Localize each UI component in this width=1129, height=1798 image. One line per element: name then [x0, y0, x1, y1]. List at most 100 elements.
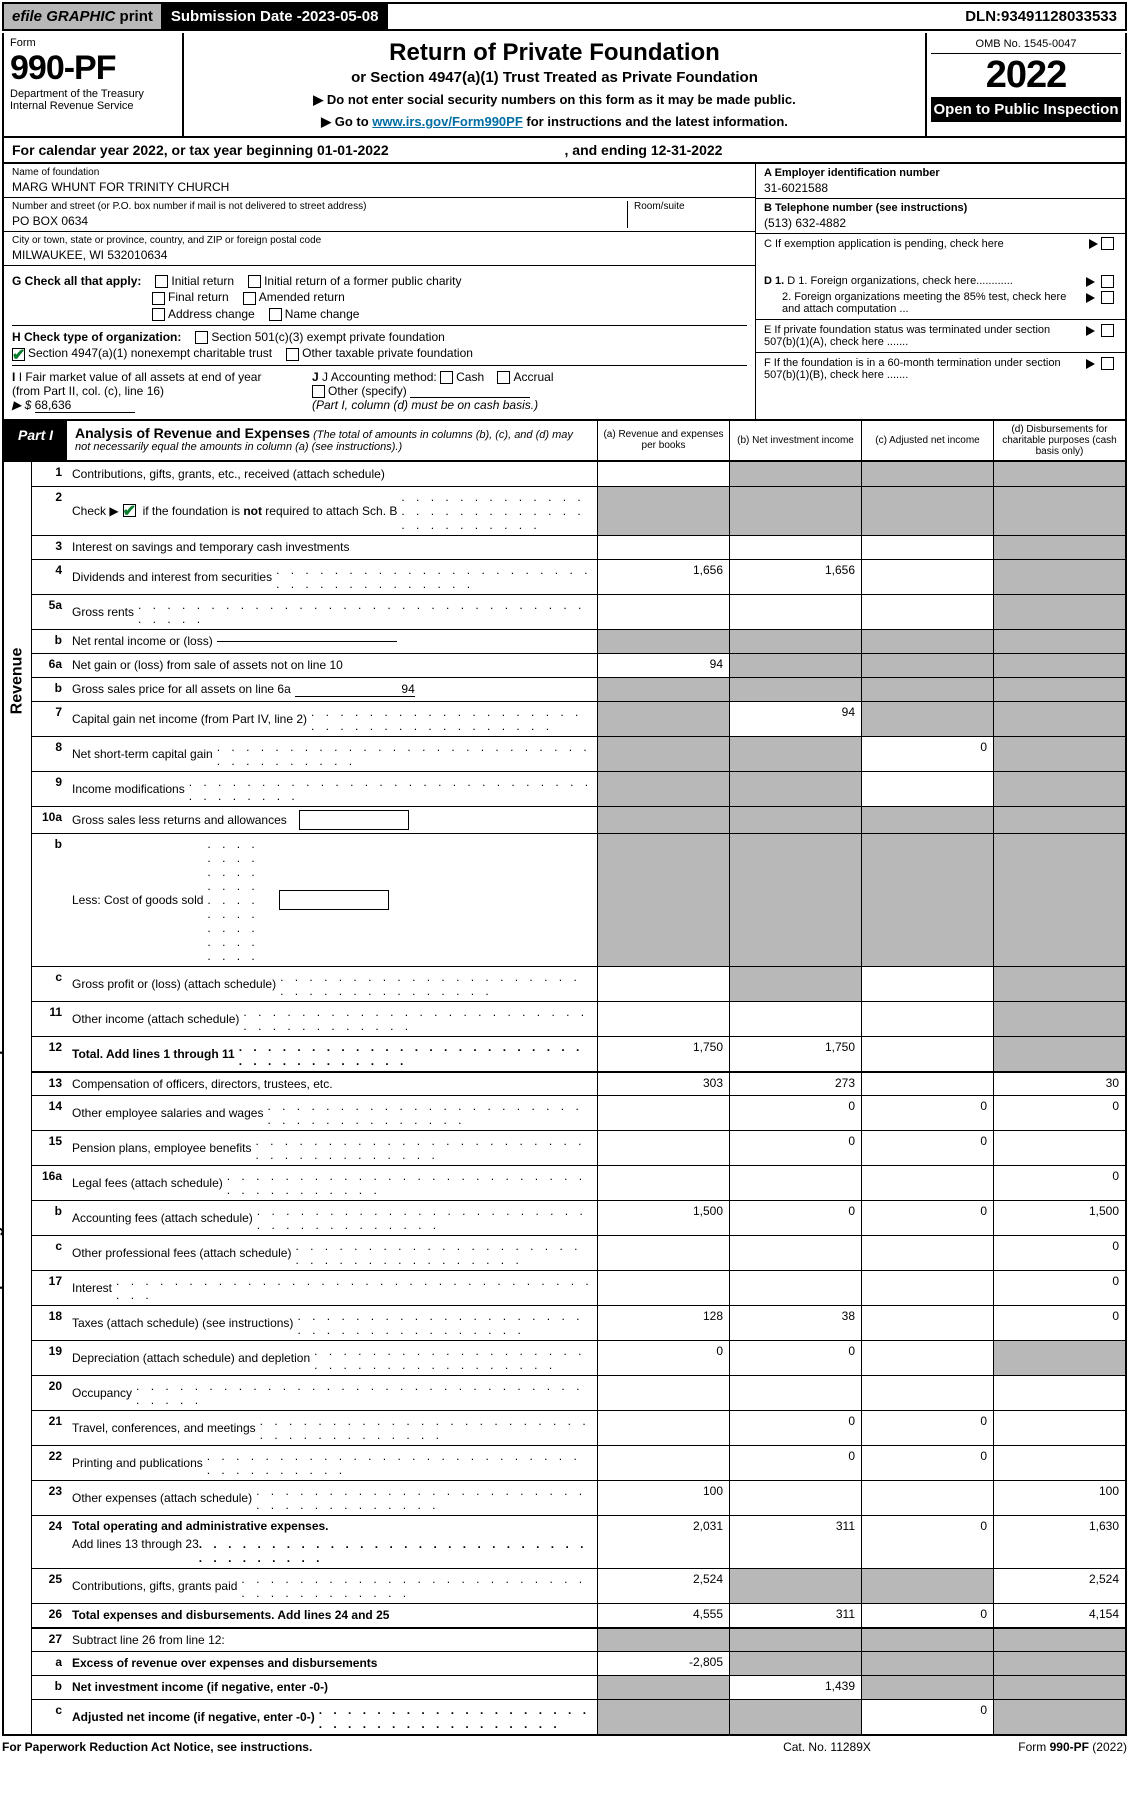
dln-value: 93491128033533 — [1001, 8, 1117, 25]
submission-date: 2023-05-08 — [302, 8, 379, 25]
g-initial-return-cb[interactable] — [155, 275, 168, 288]
r15-desc: Pension plans, employee benefits — [72, 1141, 251, 1155]
header-left: Form 990-PF Department of the Treasury I… — [4, 33, 184, 136]
r15-b: 0 — [729, 1131, 861, 1165]
r6b-desc: Gross sales price for all assets on line… — [72, 682, 291, 696]
r10a-desc: Gross sales less returns and allowances — [72, 813, 287, 827]
j-accrual: Accrual — [513, 370, 553, 384]
f-text: F If the foundation is in a 60-month ter… — [764, 357, 1077, 381]
submission-date-badge: Submission Date - 2023-05-08 — [163, 4, 389, 29]
check-left: G Check all that apply: Initial return I… — [4, 266, 755, 419]
r22-desc: Printing and publications — [72, 1456, 203, 1470]
h-other-cb[interactable] — [286, 348, 299, 361]
j-cash-cb[interactable] — [440, 371, 453, 384]
r18-d: 0 — [993, 1306, 1125, 1340]
row-6a: 6aNet gain or (loss) from sale of assets… — [32, 653, 1125, 677]
form-label: Form — [10, 37, 176, 49]
form-title: Return of Private Foundation — [194, 39, 915, 67]
r1-desc: Contributions, gifts, grants, etc., rece… — [68, 462, 597, 486]
r18-b: 38 — [729, 1306, 861, 1340]
r4-b: 1,656 — [729, 560, 861, 594]
row-12: 12Total. Add lines 1 through 111,7501,75… — [32, 1036, 1125, 1071]
r16c-desc: Other professional fees (attach schedule… — [72, 1246, 291, 1260]
h-4947-cb[interactable] — [12, 348, 25, 361]
c-checkbox[interactable] — [1101, 237, 1114, 250]
row-25: 25Contributions, gifts, grants paid2,524… — [32, 1568, 1125, 1603]
form-warn2: ▶ Go to www.irs.gov/Form990PF for instru… — [194, 114, 915, 130]
j-other-cb[interactable] — [312, 385, 325, 398]
r7-desc: Capital gain net income (from Part IV, l… — [72, 712, 307, 726]
h-501c3-cb[interactable] — [195, 331, 208, 344]
g-name-change-cb[interactable] — [269, 308, 282, 321]
r16b-b: 0 — [729, 1201, 861, 1235]
j-label: J Accounting method: — [322, 370, 437, 384]
r6b-val: 94 — [295, 682, 415, 697]
g-address-change-cb[interactable] — [152, 308, 165, 321]
j-accrual-cb[interactable] — [497, 371, 510, 384]
r24-a: 2,031 — [597, 1516, 729, 1568]
r2-schb-cb[interactable] — [123, 504, 136, 517]
row-2: 2Check ▶if the foundation is not require… — [32, 486, 1125, 535]
r14-b: 0 — [729, 1096, 861, 1130]
id-left: Name of foundation MARG WHUNT FOR TRINIT… — [4, 164, 755, 266]
j-block: J J Accounting method: Cash Accrual Othe… — [312, 370, 747, 413]
d2-cb[interactable] — [1101, 291, 1114, 304]
r17-d: 0 — [993, 1271, 1125, 1305]
d2-item: 2. Foreign organizations meeting the 85%… — [764, 291, 1117, 315]
row-11: 11Other income (attach schedule) — [32, 1001, 1125, 1036]
r24b-desc: Add lines 13 through 23 — [72, 1537, 199, 1565]
r24-c: 0 — [861, 1516, 993, 1568]
expenses-side-label: Operating and Administrative Expenses — [0, 999, 4, 1302]
warn2-post: for instructions and the latest informat… — [526, 114, 787, 129]
submission-label: Submission Date - — [171, 8, 302, 25]
dept-line1: Department of the Treasury — [10, 88, 176, 100]
footer-left: For Paperwork Reduction Act Notice, see … — [2, 1740, 727, 1754]
efile-graphic: GRAPHIC — [46, 8, 115, 25]
row-27b: bNet investment income (if negative, ent… — [32, 1675, 1125, 1699]
i-label: I Fair market value of all assets at end… — [12, 370, 261, 398]
r2b: if the foundation is not required to att… — [143, 504, 398, 518]
form-header: Form 990-PF Department of the Treasury I… — [2, 33, 1127, 138]
f-cb[interactable] — [1101, 357, 1114, 370]
row-16c: cOther professional fees (attach schedul… — [32, 1235, 1125, 1270]
r13-desc: Compensation of officers, directors, tru… — [68, 1073, 597, 1095]
calendar-year-row: For calendar year 2022, or tax year begi… — [2, 138, 1127, 164]
r22-c: 0 — [861, 1446, 993, 1480]
d1-text: D 1. Foreign organizations, check here..… — [787, 275, 1013, 287]
check-right: D 1. D 1. Foreign organizations, check h… — [755, 266, 1125, 419]
g-final-return-cb[interactable] — [152, 292, 165, 305]
h-row2: Section 4947(a)(1) nonexempt charitable … — [12, 346, 747, 360]
dln-label: DLN: — [965, 8, 1001, 25]
r19-a: 0 — [597, 1341, 729, 1375]
r12-a: 1,750 — [597, 1037, 729, 1071]
row-13: 13Compensation of officers, directors, t… — [32, 1071, 1125, 1095]
arrow-icon — [1086, 326, 1095, 336]
row-23: 23Other expenses (attach schedule)100100 — [32, 1480, 1125, 1515]
r27c-c: 0 — [861, 1700, 993, 1734]
g-opt2: Final return — [168, 290, 229, 304]
row-27a: aExcess of revenue over expenses and dis… — [32, 1651, 1125, 1675]
r8-c: 0 — [861, 737, 993, 771]
h-row: H Check type of organization: Section 50… — [12, 325, 747, 344]
foundation-name-label: Name of foundation — [12, 167, 747, 178]
row-10c: cGross profit or (loss) (attach schedule… — [32, 966, 1125, 1001]
r4-desc: Dividends and interest from securities — [72, 570, 272, 584]
g-amended-cb[interactable] — [243, 292, 256, 305]
row-3: 3Interest on savings and temporary cash … — [32, 535, 1125, 559]
e-cb[interactable] — [1101, 324, 1114, 337]
address-value: PO BOX 0634 — [12, 214, 627, 228]
r7-b: 94 — [729, 702, 861, 736]
row-21: 21Travel, conferences, and meetings00 — [32, 1410, 1125, 1445]
header-center: Return of Private Foundation or Section … — [184, 33, 925, 136]
d1-cb[interactable] — [1101, 275, 1114, 288]
row-26: 26Total expenses and disbursements. Add … — [32, 1603, 1125, 1627]
r26-b: 311 — [729, 1604, 861, 1627]
form990pf-link[interactable]: www.irs.gov/Form990PF — [372, 114, 523, 129]
row-14: 14Other employee salaries and wages000 — [32, 1095, 1125, 1130]
i-block: I I Fair market value of all assets at e… — [12, 370, 292, 413]
row-1: 1Contributions, gifts, grants, etc., rec… — [32, 462, 1125, 486]
r21-b: 0 — [729, 1411, 861, 1445]
row-22: 22Printing and publications00 — [32, 1445, 1125, 1480]
r5b-desc: Net rental income or (loss) — [72, 634, 213, 648]
g-initial-former-cb[interactable] — [248, 275, 261, 288]
